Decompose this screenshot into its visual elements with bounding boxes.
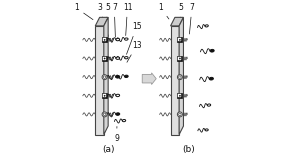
Text: (b): (b) bbox=[182, 145, 195, 154]
Ellipse shape bbox=[104, 95, 105, 96]
Ellipse shape bbox=[205, 25, 208, 27]
Ellipse shape bbox=[177, 75, 182, 80]
Text: 7: 7 bbox=[112, 3, 117, 37]
Bar bbox=[178, 38, 181, 41]
Ellipse shape bbox=[207, 104, 211, 106]
Polygon shape bbox=[95, 17, 108, 26]
Ellipse shape bbox=[116, 94, 120, 97]
Ellipse shape bbox=[116, 38, 120, 41]
Ellipse shape bbox=[124, 38, 128, 40]
Bar bbox=[102, 37, 107, 42]
Bar bbox=[103, 94, 106, 97]
Ellipse shape bbox=[116, 76, 120, 78]
Text: 7: 7 bbox=[190, 3, 194, 34]
Polygon shape bbox=[179, 17, 184, 135]
FancyArrow shape bbox=[142, 73, 156, 84]
Ellipse shape bbox=[179, 58, 181, 59]
Bar bbox=[178, 57, 181, 60]
Ellipse shape bbox=[205, 129, 208, 131]
Ellipse shape bbox=[104, 39, 105, 41]
Text: 11: 11 bbox=[123, 3, 132, 35]
Bar bbox=[103, 38, 106, 41]
Bar bbox=[178, 94, 181, 97]
Polygon shape bbox=[104, 17, 108, 135]
Ellipse shape bbox=[178, 76, 181, 78]
Text: 15: 15 bbox=[127, 22, 142, 54]
Ellipse shape bbox=[178, 113, 181, 116]
Ellipse shape bbox=[179, 95, 181, 96]
Ellipse shape bbox=[102, 112, 107, 117]
Bar bbox=[177, 56, 182, 61]
Ellipse shape bbox=[177, 112, 182, 117]
Text: 13: 13 bbox=[127, 41, 142, 62]
Text: (a): (a) bbox=[102, 145, 114, 154]
Ellipse shape bbox=[210, 49, 214, 52]
Ellipse shape bbox=[103, 113, 106, 116]
Ellipse shape bbox=[122, 119, 126, 122]
Polygon shape bbox=[171, 17, 184, 26]
Text: 9: 9 bbox=[114, 127, 119, 143]
Bar bbox=[177, 93, 182, 98]
Bar bbox=[102, 93, 107, 98]
Text: 5: 5 bbox=[178, 3, 184, 37]
Ellipse shape bbox=[103, 76, 106, 78]
Text: 3: 3 bbox=[97, 3, 108, 36]
Ellipse shape bbox=[179, 39, 181, 41]
Ellipse shape bbox=[104, 58, 105, 59]
Ellipse shape bbox=[124, 75, 128, 78]
Ellipse shape bbox=[116, 57, 120, 59]
Text: 5: 5 bbox=[105, 3, 110, 37]
Text: 1: 1 bbox=[158, 3, 169, 19]
Bar bbox=[103, 57, 106, 60]
Polygon shape bbox=[95, 26, 104, 135]
Polygon shape bbox=[171, 26, 179, 135]
Bar bbox=[177, 37, 182, 42]
Ellipse shape bbox=[124, 57, 128, 59]
Ellipse shape bbox=[102, 75, 107, 80]
Text: 1: 1 bbox=[74, 3, 93, 20]
Ellipse shape bbox=[116, 113, 120, 115]
Bar bbox=[102, 56, 107, 61]
Ellipse shape bbox=[209, 77, 213, 80]
